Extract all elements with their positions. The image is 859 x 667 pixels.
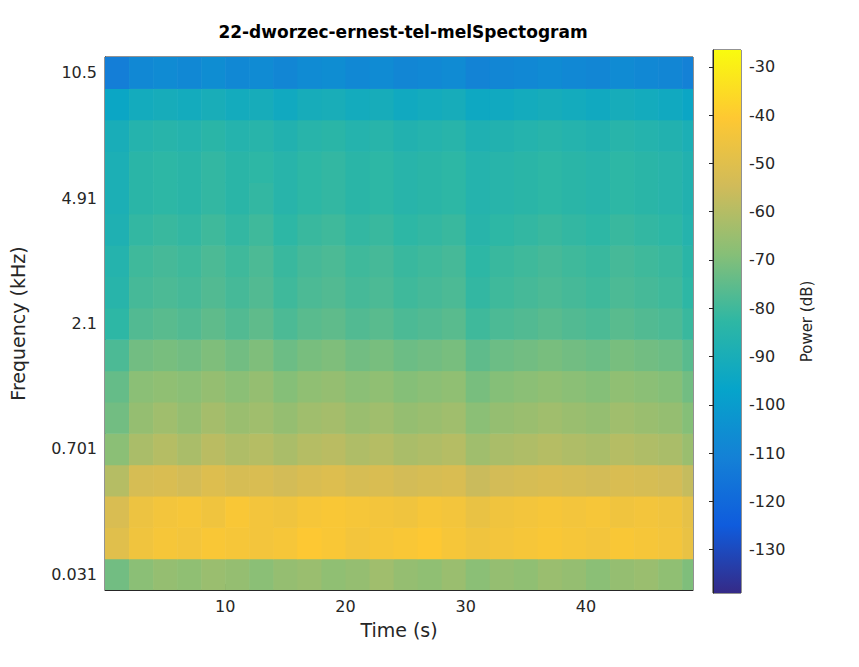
svg-text:Frequency (kHz): Frequency (kHz)	[7, 246, 29, 400]
svg-text:-90: -90	[749, 347, 775, 366]
svg-text:22-dworzec-ernest-tel-melSpect: 22-dworzec-ernest-tel-melSpectogram	[218, 22, 587, 42]
svg-text:-40: -40	[749, 106, 775, 125]
svg-text:-120: -120	[749, 492, 785, 511]
svg-text:4.91: 4.91	[61, 189, 97, 208]
svg-text:30: 30	[456, 597, 476, 616]
svg-text:-70: -70	[749, 250, 775, 269]
svg-text:10: 10	[215, 597, 235, 616]
svg-text:-80: -80	[749, 299, 775, 318]
svg-text:0.031: 0.031	[51, 565, 97, 584]
svg-text:-100: -100	[749, 395, 785, 414]
svg-text:20: 20	[335, 597, 355, 616]
svg-text:-50: -50	[749, 154, 775, 173]
svg-text:-30: -30	[749, 57, 775, 76]
svg-text:2.1: 2.1	[72, 314, 97, 333]
svg-text:40: 40	[576, 597, 596, 616]
svg-text:Power (dB): Power (dB)	[798, 281, 816, 363]
svg-text:Time (s): Time (s)	[359, 619, 437, 641]
svg-text:-60: -60	[749, 202, 775, 221]
svg-text:-110: -110	[749, 444, 785, 463]
svg-text:10.5: 10.5	[61, 63, 97, 82]
svg-text:0.701: 0.701	[51, 439, 97, 458]
svg-text:-130: -130	[749, 540, 785, 559]
